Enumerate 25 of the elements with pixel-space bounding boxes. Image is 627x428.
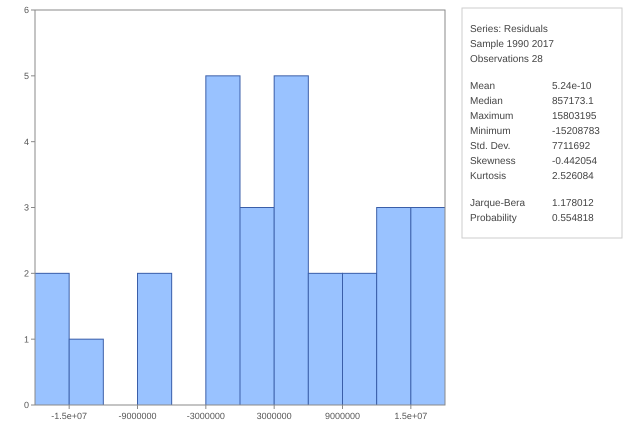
text: Minimum -15208783 <box>470 126 600 137</box>
text: Series: Residuals <box>470 24 548 35</box>
text: Maximum 15803195 <box>470 111 596 122</box>
text: Probability 0.554818 <box>470 213 594 224</box>
y-tick-label: 3 <box>24 202 29 213</box>
y-tick-label: 0 <box>24 400 29 410</box>
x-tick-label: 3000000 <box>256 411 292 421</box>
y-tick-label: 1 <box>24 334 29 344</box>
text: Median 857173.1 <box>470 96 594 107</box>
text: Skewness -0.442054 <box>470 156 598 167</box>
text: Sample 1990 2017 <box>470 39 554 50</box>
y-tick-label: 2 <box>24 268 29 278</box>
text: Jarque-Bera 1.178012 <box>470 198 594 209</box>
y-tick-label: 4 <box>24 136 29 147</box>
text: Kurtosis 2.526084 <box>470 171 594 182</box>
x-tick-label: 9000000 <box>324 411 360 421</box>
y-tick-label: 5 <box>24 70 29 81</box>
x-tick-label: -1.5e+07 <box>51 411 88 421</box>
y-tick-label: 6 <box>24 5 29 16</box>
text: Mean 5.24e-10 <box>470 81 592 92</box>
x-tick-label: -9000000 <box>118 411 157 421</box>
text: Observations 28 <box>470 54 544 65</box>
text: Std. Dev. 7711692 <box>470 141 590 152</box>
x-tick-label: 1.5e+07 <box>394 411 428 421</box>
x-tick-label: -3000000 <box>186 411 225 421</box>
